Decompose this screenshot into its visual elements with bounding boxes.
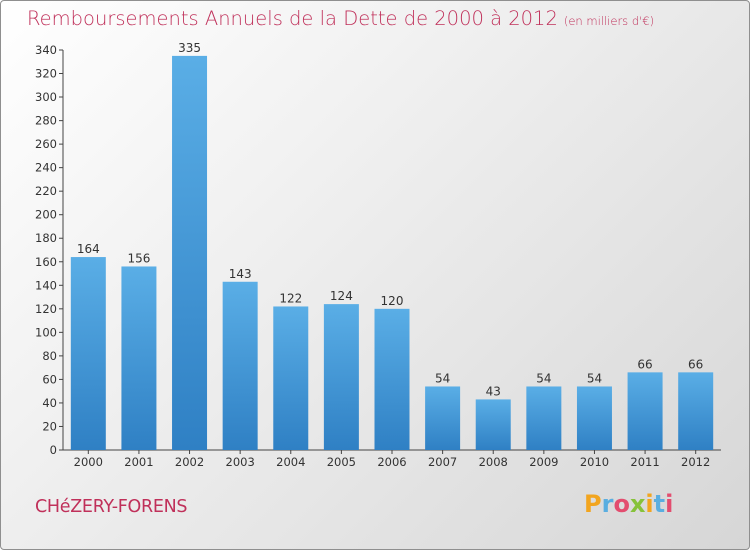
y-tick-label: 100 xyxy=(35,325,57,339)
x-tick-label: 2011 xyxy=(630,455,659,469)
bar-2008 xyxy=(475,399,511,450)
logo-letter: r xyxy=(601,490,614,518)
chart-unit: (en milliers d'€) xyxy=(563,14,655,28)
logo-letter: i xyxy=(665,490,674,518)
bar-value-label: 124 xyxy=(330,289,353,303)
x-tick-label: 2000 xyxy=(74,455,103,469)
bar-value-label: 143 xyxy=(229,267,252,281)
bar-value-label: 164 xyxy=(77,242,100,256)
y-tick-label: 40 xyxy=(42,396,57,410)
y-tick-label: 220 xyxy=(35,184,57,198)
x-tick-label: 2008 xyxy=(479,455,508,469)
x-tick-label: 2009 xyxy=(529,455,558,469)
y-tick-label: 60 xyxy=(42,372,57,386)
logo-letter: o xyxy=(613,490,630,518)
x-tick-label: 2003 xyxy=(226,455,255,469)
bar-value-label: 120 xyxy=(381,294,404,308)
x-tick-label: 2001 xyxy=(124,455,153,469)
logo-letter: P xyxy=(584,490,602,518)
bar-value-label: 66 xyxy=(688,357,703,371)
y-tick-label: 0 xyxy=(50,443,57,457)
y-tick-label: 180 xyxy=(35,231,57,245)
y-tick-label: 140 xyxy=(35,278,57,292)
y-tick-label: 160 xyxy=(35,255,57,269)
bar-2011 xyxy=(627,372,663,450)
x-tick-label: 2012 xyxy=(681,455,710,469)
bar-value-label: 66 xyxy=(637,357,652,371)
bar-value-label: 335 xyxy=(178,41,201,55)
bar-value-label: 156 xyxy=(127,251,150,265)
chart-title-text: Remboursements Annuels de la Dette de 20… xyxy=(27,7,558,30)
bar-2010 xyxy=(576,386,612,450)
x-tick-label: 2006 xyxy=(377,455,406,469)
bar-2001 xyxy=(121,266,157,450)
x-tick-label: 2010 xyxy=(580,455,609,469)
chart-title: Remboursements Annuels de la Dette de 20… xyxy=(27,7,654,30)
x-tick-label: 2002 xyxy=(175,455,204,469)
y-tick-label: 300 xyxy=(35,90,57,104)
bar-2007 xyxy=(425,386,461,450)
y-tick-label: 120 xyxy=(35,302,57,316)
x-tick-label: 2007 xyxy=(428,455,457,469)
bar-2012 xyxy=(678,372,714,450)
y-tick-label: 80 xyxy=(42,349,57,363)
chart-bars: 164 156 335 143 122 124 120 54 43 54 54 66 66 xyxy=(70,41,714,450)
y-tick-label: 340 xyxy=(35,43,57,57)
bar-2006 xyxy=(374,308,410,450)
y-tick-label: 280 xyxy=(35,114,57,128)
bar-value-label: 43 xyxy=(486,384,501,398)
bar-2002 xyxy=(172,55,208,450)
logo-letter: x xyxy=(629,490,646,518)
bar-value-label: 122 xyxy=(279,291,302,305)
bar-value-label: 54 xyxy=(435,371,450,385)
bar-2000 xyxy=(70,257,106,450)
bar-2004 xyxy=(273,306,309,450)
logo-letter: i xyxy=(645,490,654,518)
commune-name: CHéZERY-FORENS xyxy=(35,497,188,517)
x-tick-label: 2005 xyxy=(327,455,356,469)
y-tick-label: 20 xyxy=(42,419,57,433)
y-tick-label: 200 xyxy=(35,208,57,222)
bar-value-label: 54 xyxy=(587,371,602,385)
y-tick-label: 260 xyxy=(35,137,57,151)
bar-2005 xyxy=(323,304,359,450)
logo-letter: t xyxy=(653,490,666,518)
proxiti-logo[interactable]: Proxiti xyxy=(584,490,673,518)
bar-2003 xyxy=(222,281,258,450)
x-tick-label: 2004 xyxy=(276,455,305,469)
y-tick-label: 320 xyxy=(35,67,57,81)
y-tick-label: 240 xyxy=(35,161,57,175)
bar-value-label: 54 xyxy=(536,371,551,385)
bar-2009 xyxy=(526,386,562,450)
